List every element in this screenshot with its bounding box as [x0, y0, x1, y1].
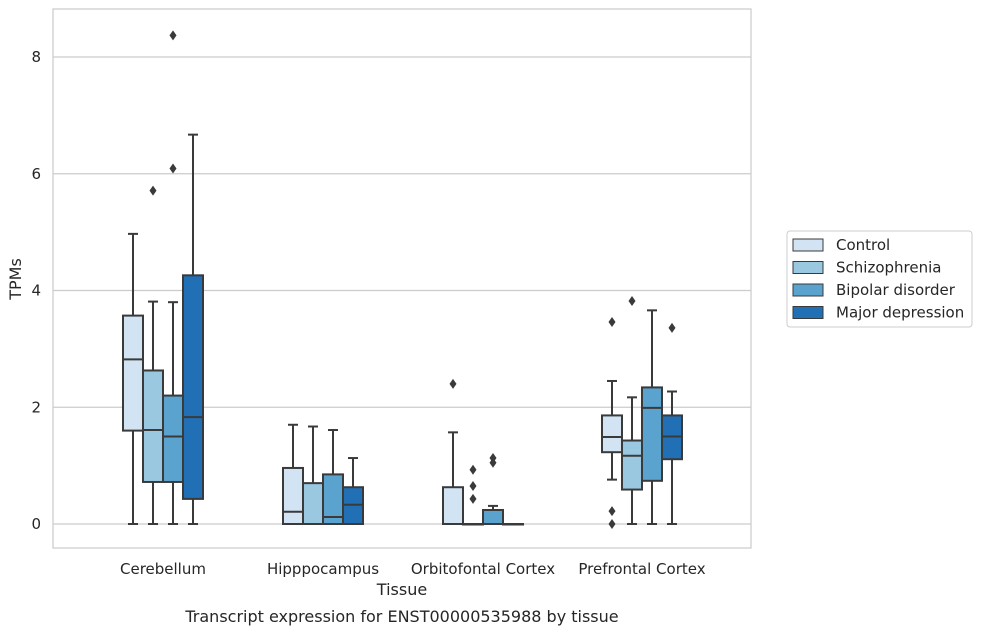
y-tick-label: 6 [31, 165, 41, 183]
legend-label: Bipolar disorder [836, 281, 956, 299]
box [162, 394, 184, 483]
box-group [442, 378, 464, 526]
y-tick-label: 8 [31, 48, 41, 66]
box [182, 274, 204, 500]
box-group [322, 429, 344, 526]
x-tick-label: Cerebellum [120, 560, 206, 578]
legend-label: Major depression [836, 304, 964, 322]
outlier-point [489, 457, 497, 468]
legend-label: Control [836, 236, 890, 254]
box-group [502, 523, 524, 526]
x-tick-label: Prefrontal Cortex [578, 560, 705, 578]
y-tick-label: 2 [31, 398, 41, 416]
legend-swatch [792, 238, 824, 252]
box [621, 439, 643, 491]
plot-frame [52, 8, 752, 549]
box-group [641, 309, 663, 525]
legend-swatch [792, 261, 824, 274]
y-axis-label: TPMs [6, 258, 25, 301]
outlier-point [628, 296, 636, 307]
outlier-point [169, 30, 177, 41]
legend: Control Schizophrenia Bipolar disorder Majo… [786, 230, 973, 328]
box-group [302, 425, 324, 526]
box [442, 486, 464, 526]
outlier-point [608, 519, 616, 529]
box-group [142, 185, 164, 525]
box-group [342, 457, 364, 526]
outlier-point [608, 506, 616, 517]
outlier-point [608, 317, 616, 328]
box [142, 369, 164, 483]
legend-frame [786, 230, 973, 328]
box [122, 314, 144, 432]
box [482, 508, 504, 525]
legend-swatch [792, 283, 824, 297]
box [302, 482, 324, 526]
outlier-point [449, 378, 457, 389]
chart-caption: Transcript expression for ENST0000053598… [184, 607, 618, 626]
y-tick-label: 0 [31, 515, 41, 533]
outlier-point [469, 493, 477, 504]
box-group [282, 423, 304, 525]
box-group [601, 317, 623, 529]
box-group [462, 464, 484, 526]
outlier-point [169, 163, 177, 174]
box-group [621, 296, 643, 525]
x-tick-labels: Cerebellum Hipppocampus Orbitofontal Corte… [120, 560, 706, 578]
outlier-point [668, 322, 676, 333]
box [641, 386, 663, 482]
box-group [182, 133, 204, 525]
x-axis-label: Tissue [376, 580, 427, 599]
y-tick-labels: 0 2 4 6 8 [31, 48, 41, 533]
y-tick-label: 4 [31, 282, 41, 300]
outlier-point [469, 464, 477, 475]
box-group [482, 453, 504, 525]
outlier-point [149, 185, 157, 196]
box-group [661, 322, 683, 525]
x-tick-label: Orbitofontal Cortex [411, 560, 555, 578]
x-tick-label: Hipppocampus [267, 560, 379, 578]
box [282, 466, 304, 525]
box-plots [122, 30, 683, 529]
box [601, 414, 623, 454]
outlier-point [469, 481, 477, 492]
legend-label: Schizophrenia [836, 259, 941, 277]
box-group [162, 30, 184, 525]
box-group [122, 232, 144, 525]
legend-swatch [792, 306, 824, 319]
